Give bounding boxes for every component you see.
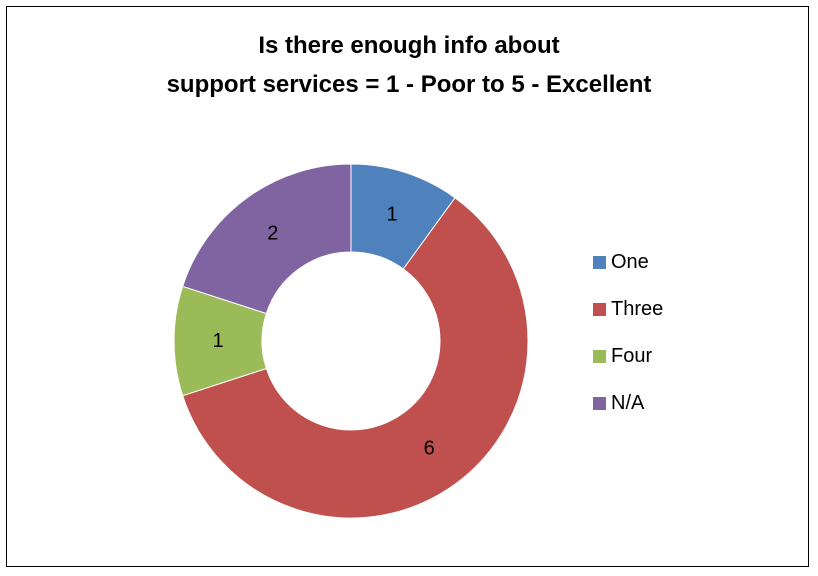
chart-title-line-2: support services = 1 - Poor to 5 - Excel… (166, 71, 652, 98)
legend-label: Three (611, 297, 664, 320)
chart-title-line-1: Is there enough info about (258, 32, 560, 59)
legend-swatch (593, 302, 606, 316)
data-label-one: 1 (387, 204, 398, 226)
chart-title: Is there enough info about support servi… (0, 26, 818, 104)
legend-item-three: Three (593, 297, 663, 321)
legend-label: Four (611, 344, 653, 367)
legend-swatch (593, 349, 606, 363)
legend-label: N/A (611, 391, 645, 414)
legend-item-one: One (593, 250, 649, 274)
slice-n-a (182, 163, 352, 315)
legend-swatch (593, 255, 606, 269)
data-label-three: 6 (424, 438, 435, 460)
legend-swatch (593, 396, 606, 410)
data-label-n-a: 2 (267, 222, 278, 244)
slice-three (182, 197, 529, 519)
data-label-four: 1 (212, 330, 223, 352)
legend-item-n-a: N/A (593, 391, 644, 415)
legend-label: One (611, 250, 649, 273)
legend-item-four: Four (593, 344, 652, 368)
